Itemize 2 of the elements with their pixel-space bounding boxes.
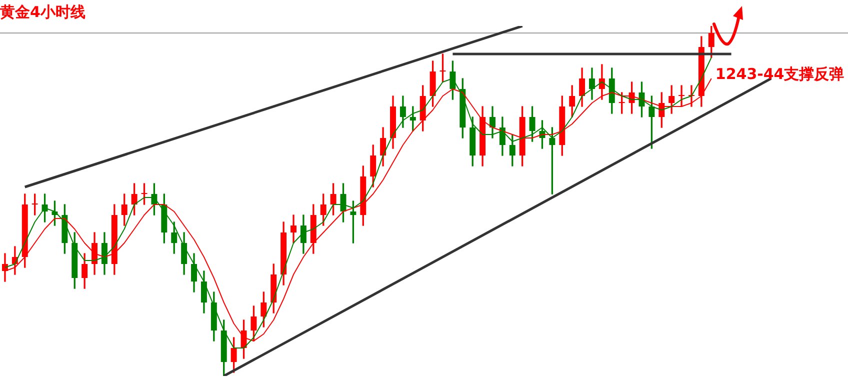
chart-title: 黄金4小时线: [0, 2, 86, 21]
annotation: 1243-44支撑反弹: [715, 64, 844, 83]
